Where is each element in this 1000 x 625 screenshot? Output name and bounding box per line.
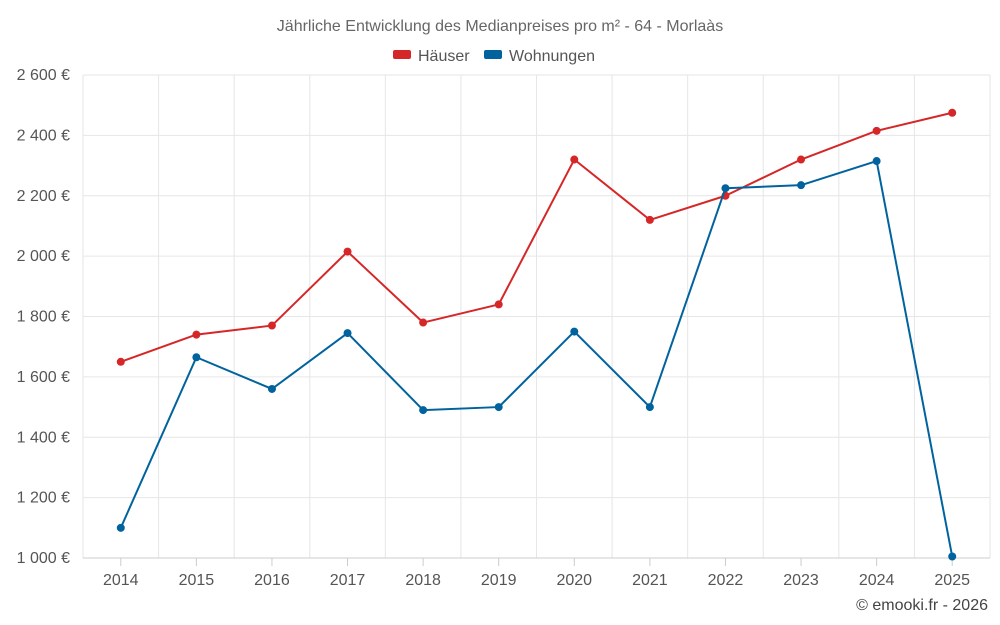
data-point-haeuser[interactable] [948, 108, 957, 117]
x-tick-label: 2021 [632, 572, 668, 589]
data-point-wohnungen[interactable] [948, 552, 957, 561]
data-point-wohnungen[interactable] [570, 327, 579, 336]
data-point-wohnungen[interactable] [419, 406, 428, 415]
chart-title: Jährliche Entwicklung des Medianpreises … [277, 18, 723, 35]
data-point-haeuser[interactable] [343, 247, 352, 256]
y-tick-label: 2 000 € [17, 248, 70, 265]
data-point-wohnungen[interactable] [872, 157, 881, 166]
data-point-haeuser[interactable] [570, 155, 579, 164]
y-tick-label: 2 400 € [17, 127, 70, 144]
legend: Häuser Wohnungen [393, 48, 595, 65]
data-point-wohnungen[interactable] [267, 384, 276, 393]
axes: 1 000 € 1 200 € 1 400 € 1 600 € 1 800 € 2 000… [17, 67, 990, 589]
x-tick-label: 2017 [330, 572, 366, 589]
data-point-wohnungen[interactable] [645, 403, 654, 412]
credit-text: © emooki.fr - 2026 [856, 597, 988, 614]
data-point-wohnungen[interactable] [116, 523, 125, 532]
x-tick-label: 2016 [254, 572, 290, 589]
data-point-wohnungen[interactable] [797, 181, 806, 190]
y-tick-label: 1 200 € [17, 490, 70, 507]
legend-swatch-haeuser [393, 50, 411, 59]
legend-swatch-wohnungen [484, 50, 502, 59]
x-tick-label: 2025 [934, 572, 970, 589]
x-tick-label: 2024 [859, 572, 895, 589]
data-point-wohnungen[interactable] [721, 184, 730, 193]
data-point-haeuser[interactable] [419, 318, 428, 327]
data-point-wohnungen[interactable] [494, 403, 503, 412]
x-tick-label: 2014 [103, 572, 139, 589]
y-tick-label: 1 000 € [17, 550, 70, 567]
x-tick-label: 2022 [708, 572, 744, 589]
x-tick-label: 2015 [179, 572, 215, 589]
data-point-wohnungen[interactable] [192, 353, 201, 362]
x-tick-label: 2020 [556, 572, 592, 589]
y-tick-label: 1 400 € [17, 429, 70, 446]
x-tick-label: 2018 [405, 572, 441, 589]
y-tick-label: 2 600 € [17, 67, 70, 84]
data-point-haeuser[interactable] [797, 155, 806, 164]
legend-label-haeuser[interactable]: Häuser [418, 48, 470, 65]
y-tick-label: 1 600 € [17, 369, 70, 386]
data-point-haeuser[interactable] [192, 330, 201, 339]
data-point-haeuser[interactable] [645, 215, 654, 224]
x-tick-label: 2023 [783, 572, 819, 589]
data-point-haeuser[interactable] [116, 357, 125, 366]
grid [82, 74, 991, 559]
series-line-wohnungen [119, 160, 954, 557]
data-point-haeuser[interactable] [267, 321, 276, 330]
data-point-haeuser[interactable] [872, 126, 881, 135]
legend-label-wohnungen[interactable]: Wohnungen [509, 48, 595, 65]
series-group [116, 108, 957, 561]
x-tick-label: 2019 [481, 572, 517, 589]
y-tick-label: 1 800 € [17, 309, 70, 326]
data-point-haeuser[interactable] [494, 300, 503, 309]
series-line-haeuser [120, 111, 953, 363]
data-point-wohnungen[interactable] [343, 329, 352, 338]
y-tick-label: 2 200 € [17, 188, 70, 205]
